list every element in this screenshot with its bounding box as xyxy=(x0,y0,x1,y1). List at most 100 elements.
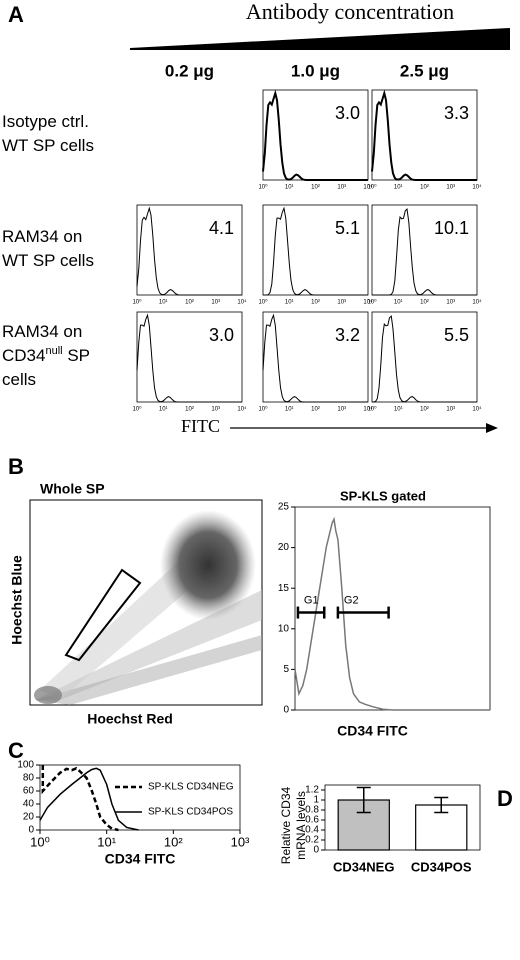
y-tick-label: 25 xyxy=(278,502,290,513)
histogram-frame xyxy=(371,311,478,403)
x-tick-label: 10² xyxy=(185,300,194,306)
y-tick-label: 10 xyxy=(278,623,290,634)
row-label-part: RAM34 on xyxy=(2,227,82,246)
x-axis-label: CD34 FITC xyxy=(337,723,408,739)
histogram-curve xyxy=(262,313,368,403)
x-tick-label: 10⁰ xyxy=(367,406,377,413)
x-tick-label: 10⁴ xyxy=(472,299,482,306)
value-label: 5.1 xyxy=(335,218,360,238)
series-line xyxy=(41,765,119,832)
x-tick-label: 10¹ xyxy=(394,407,403,413)
x-tick-label: 10² xyxy=(420,185,429,191)
y-tick-label: 80 xyxy=(23,773,35,784)
plot-frame xyxy=(39,764,241,831)
y-tick-label: 60 xyxy=(23,786,35,797)
value-label: 3.0 xyxy=(335,103,360,123)
x-tick-label: CD34POS xyxy=(411,859,472,874)
histogram-frame xyxy=(136,311,243,403)
plot-title: Whole SP xyxy=(40,481,105,497)
x-tick-label: 10⁴ xyxy=(363,299,373,306)
row-label: CD34null SP xyxy=(2,345,90,366)
histogram-frame xyxy=(262,204,369,296)
arrow-head xyxy=(486,423,498,433)
y-tick-label: 0 xyxy=(313,845,319,856)
x-tick-label: 10³ xyxy=(231,834,250,849)
legend-label: SP-KLS CD34POS xyxy=(148,807,233,818)
density-plot xyxy=(34,510,262,705)
panel-title: Antibody concentration xyxy=(246,0,454,24)
row-label-part: RAM34 on xyxy=(2,322,82,341)
y-tick-label: 0.6 xyxy=(305,815,319,826)
x-tick-label: 10¹ xyxy=(285,407,294,413)
x-tick-label: 10³ xyxy=(446,300,455,306)
y-tick-label: 0 xyxy=(28,825,34,836)
y-axis-label: Hoechst Blue xyxy=(9,555,25,645)
value-label: 10.1 xyxy=(434,218,469,238)
row-label: cells xyxy=(2,370,36,389)
panel-label: A xyxy=(8,2,24,27)
x-tick-label: 10² xyxy=(164,834,183,849)
histogram-frame xyxy=(136,204,243,296)
x-tick-label: 10¹ xyxy=(159,407,168,413)
gradient-wedge xyxy=(130,28,510,50)
x-tick-label: 10³ xyxy=(337,300,346,306)
x-tick-label: 10¹ xyxy=(159,300,168,306)
legend-label: SP-KLS CD34NEG xyxy=(148,782,234,793)
row-label-part: WT SP cells xyxy=(2,251,94,270)
y-tick-label: 20 xyxy=(23,812,35,823)
x-tick-label: 10¹ xyxy=(394,185,403,191)
row-label: RAM34 on xyxy=(2,227,82,246)
x-tick-label: 10⁰ xyxy=(367,299,377,306)
x-tick-label: 10⁴ xyxy=(472,184,482,191)
x-tick-label: 10² xyxy=(311,407,320,413)
x-tick-label: 10³ xyxy=(211,300,220,306)
x-tick-label: 10⁰ xyxy=(258,299,268,306)
histogram-line xyxy=(294,516,490,711)
y-axis-label: mRNA levels xyxy=(294,791,308,860)
row-label-part: cells xyxy=(2,370,36,389)
x-tick-label: 10⁰ xyxy=(132,299,142,306)
x-tick-label: 10⁰ xyxy=(30,834,50,849)
panel-label: B xyxy=(8,454,24,479)
x-axis-label: CD34 FITC xyxy=(105,851,176,867)
x-tick-label: 10¹ xyxy=(285,185,294,191)
y-tick-label: 1.2 xyxy=(305,785,319,796)
panel-label: D xyxy=(497,786,513,811)
x-tick-label: 10³ xyxy=(337,407,346,413)
x-tick-label: 10⁰ xyxy=(132,406,142,413)
y-tick-label: 0.4 xyxy=(305,825,319,836)
value-label: 4.1 xyxy=(209,218,234,238)
value-label: 3.3 xyxy=(444,103,469,123)
row-label: WT SP cells xyxy=(2,136,94,155)
x-tick-label: 10³ xyxy=(446,407,455,413)
histogram-curve xyxy=(136,313,242,403)
histogram-curve xyxy=(371,89,477,181)
x-tick-label: 10² xyxy=(311,185,320,191)
plot-frame xyxy=(324,784,481,851)
x-tick-label: 10² xyxy=(185,407,194,413)
x-tick-label: 10⁴ xyxy=(363,406,373,413)
y-tick-label: 0 xyxy=(283,705,289,716)
row-label: Isotype ctrl. xyxy=(2,112,89,131)
x-tick-label: 10² xyxy=(311,300,320,306)
y-tick-label: 100 xyxy=(17,760,34,771)
x-tick-label: CD34NEG xyxy=(333,859,394,874)
x-tick-label: 10³ xyxy=(211,407,220,413)
row-label-part: null xyxy=(45,345,62,357)
y-tick-label: 0.8 xyxy=(305,805,319,816)
column-header: 1.0 μg xyxy=(291,61,340,80)
x-tick-label: 10³ xyxy=(337,185,346,191)
y-tick-label: 40 xyxy=(23,799,35,810)
histogram-curve xyxy=(136,206,242,296)
y-tick-label: 0.2 xyxy=(305,835,319,846)
plot-title: SP-KLS gated xyxy=(340,488,426,503)
x-tick-label: 10⁴ xyxy=(472,406,482,413)
y-tick-label: 1 xyxy=(313,795,319,806)
value-label: 5.5 xyxy=(444,325,469,345)
y-tick-label: 15 xyxy=(278,583,290,594)
histogram-curve xyxy=(262,89,368,181)
histogram-curve xyxy=(263,206,368,296)
row-label: WT SP cells xyxy=(2,251,94,270)
x-tick-label: 10³ xyxy=(446,185,455,191)
